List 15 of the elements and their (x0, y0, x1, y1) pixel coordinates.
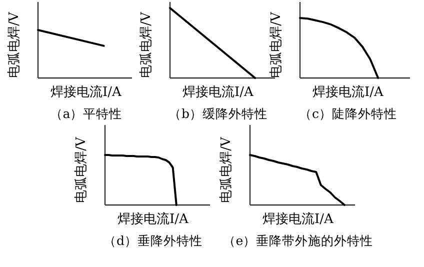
y-axis-title: 电弧电焊/V (139, 12, 154, 78)
x-axis-title: 焊接电流I/A (262, 211, 334, 227)
text: （a）平特性 (50, 106, 122, 121)
y-axis-title: 电弧电焊/V (74, 136, 89, 203)
x-axis-title: 焊接电流I/A (50, 84, 122, 100)
text: （e）垂降带外施的外特性 (222, 233, 374, 248)
text: （c）陡降外特性 (298, 106, 398, 121)
y-axis-title: 电弧电焊/V (269, 12, 284, 78)
x-axis-title: 焊接电流I/A (312, 84, 384, 100)
x-axis-title: 焊接电流I/A (182, 84, 254, 100)
y-axis-title: 电弧电焊/V (219, 136, 234, 203)
x-axis-title: 焊接电流I/A (118, 211, 190, 227)
text: （b）缓降外特性 (168, 106, 268, 121)
text: （d）垂降外特性 (103, 233, 203, 248)
y-axis-title: 电弧电焊/V (7, 12, 22, 78)
